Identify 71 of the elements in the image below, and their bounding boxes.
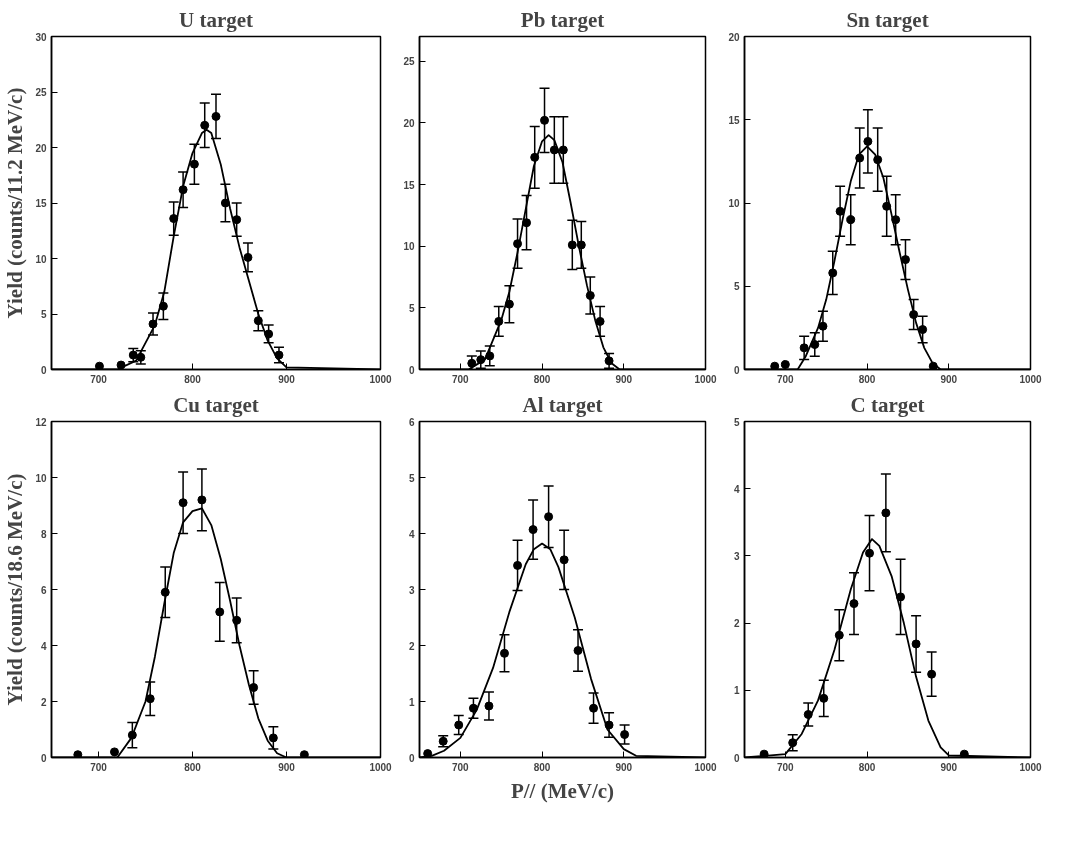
- y-tick-label: 30: [35, 31, 47, 43]
- x-tick-label: 900: [940, 373, 958, 385]
- y-tick-label: 20: [403, 117, 415, 129]
- x-tick-label: 900: [278, 761, 296, 773]
- y-tick-label: 4: [733, 483, 740, 495]
- y-tick-label: 0: [408, 752, 415, 764]
- x-tick-label: 1000: [694, 373, 718, 385]
- y-tick-label: 15: [403, 179, 415, 191]
- y-tick-label: 5: [733, 281, 740, 293]
- x-tick-label: 800: [184, 761, 202, 773]
- y-tick-label: 8: [40, 528, 47, 540]
- y-tick-label: 0: [733, 364, 740, 376]
- y-tick-label: 3: [733, 550, 740, 562]
- y-tick-label: 1: [733, 685, 740, 697]
- y-tick-label: 20: [35, 142, 47, 154]
- x-tick-label: 800: [533, 373, 551, 385]
- y-tick-label: 0: [40, 752, 47, 764]
- x-tick-label: 900: [278, 373, 296, 385]
- y-tick-label: 6: [408, 416, 415, 428]
- y-tick-label: 0: [733, 752, 740, 764]
- y-axis-title: Yield (counts/11.2 MeV/c): [3, 87, 28, 319]
- chart-title: Al target: [522, 392, 603, 417]
- y-tick-label: 6: [40, 584, 47, 596]
- y-tick-label: 25: [35, 87, 47, 98]
- x-tick-label: 1000: [1019, 761, 1043, 773]
- chart-title: Pb target: [520, 7, 605, 32]
- x-tick-label: 1000: [369, 761, 393, 773]
- y-tick-label: 2: [40, 696, 47, 708]
- x-tick-label: 700: [777, 761, 795, 773]
- y-tick-label: 3: [408, 584, 415, 596]
- y-axis-title: Yield (counts/18.6 MeV/c): [3, 473, 28, 706]
- x-tick-label: 800: [533, 761, 551, 773]
- x-tick-label: 700: [90, 761, 108, 773]
- y-tick-label: 5: [40, 309, 47, 320]
- x-tick-label: 800: [184, 373, 202, 385]
- chart-title: Cu target: [173, 392, 259, 417]
- y-tick-label: 10: [728, 198, 740, 209]
- x-tick-label: 700: [452, 373, 470, 385]
- y-tick-label: 2: [733, 618, 740, 630]
- y-tick-label: 10: [403, 241, 415, 253]
- x-tick-label: 700: [777, 373, 795, 385]
- y-tick-label: 5: [733, 416, 740, 428]
- x-tick-label: 1000: [1019, 373, 1043, 385]
- x-tick-label: 900: [940, 761, 958, 773]
- x-tick-label: 700: [90, 373, 108, 385]
- x-tick-label: 800: [858, 761, 876, 773]
- y-tick-label: 12: [35, 416, 47, 428]
- x-tick-label: 900: [615, 761, 633, 773]
- y-tick-label: 15: [35, 198, 47, 209]
- chart-title: C target: [850, 392, 925, 417]
- y-tick-label: 25: [403, 56, 415, 68]
- y-tick-label: 2: [408, 640, 415, 652]
- x-tick-label: 1000: [694, 761, 718, 773]
- y-tick-label: 5: [408, 472, 415, 484]
- x-tick-label: 800: [858, 373, 876, 385]
- chart-title: U target: [178, 7, 254, 32]
- y-tick-label: 15: [728, 114, 740, 126]
- y-tick-label: 10: [35, 253, 47, 265]
- y-tick-label: 20: [728, 31, 740, 43]
- x-tick-label: 900: [615, 373, 633, 385]
- y-tick-label: 4: [40, 640, 47, 652]
- y-tick-label: 10: [35, 472, 47, 484]
- y-tick-label: 1: [408, 696, 415, 708]
- y-tick-label: 0: [40, 364, 47, 376]
- chart-title: Sn target: [846, 7, 929, 32]
- x-tick-label: 1000: [369, 373, 393, 385]
- y-tick-label: 4: [408, 528, 415, 540]
- y-tick-label: 5: [408, 302, 415, 314]
- x-tick-label: 700: [452, 761, 470, 773]
- x-axis-title: P// (MeV/c): [510, 778, 615, 803]
- y-tick-label: 0: [408, 364, 415, 376]
